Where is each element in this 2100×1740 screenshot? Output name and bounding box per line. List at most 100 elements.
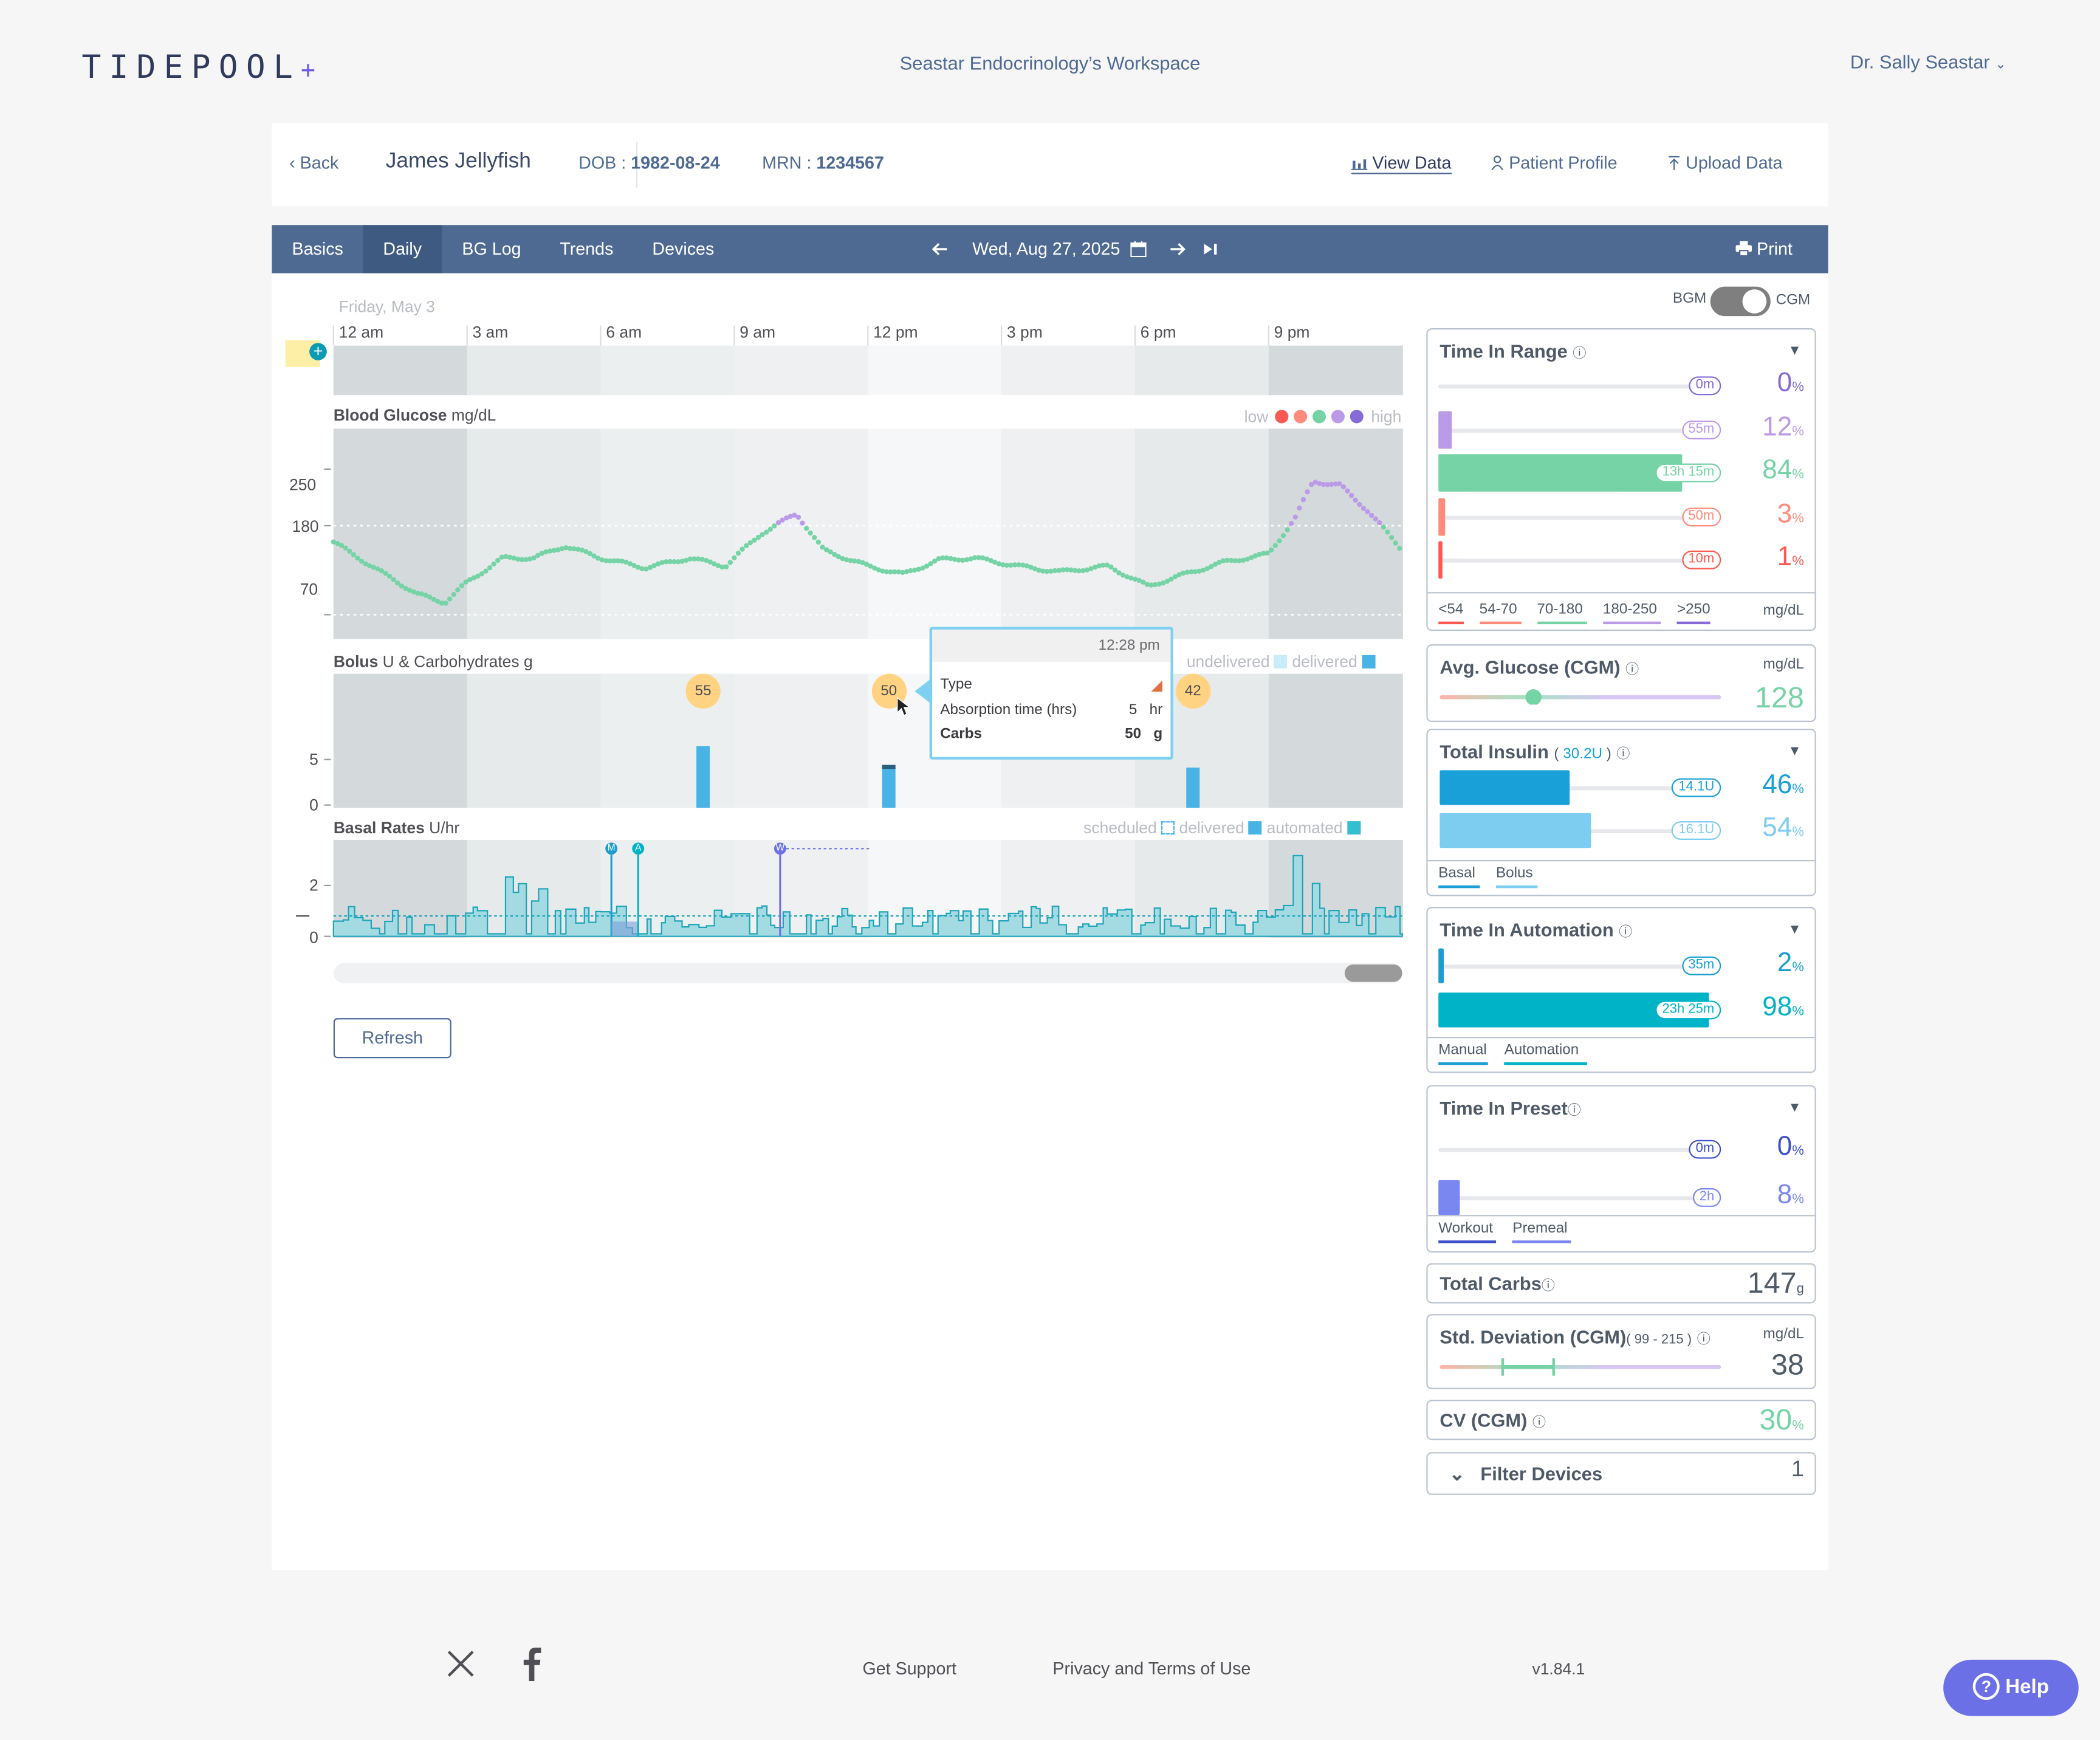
divider: [636, 142, 638, 188]
chevron-down-icon[interactable]: ▾: [1790, 1097, 1799, 1116]
percent-sign: %: [1792, 1005, 1804, 1020]
user-menu[interactable]: Dr. Sally Seastar ⌄: [1850, 51, 2006, 72]
bg-reading: [575, 546, 581, 552]
bg-reading: [1092, 565, 1098, 570]
time-band: [1001, 428, 1136, 639]
percent-value: 0: [1777, 368, 1793, 398]
bg-reading: [1280, 533, 1286, 538]
info-icon[interactable]: ⓘ: [1532, 1415, 1546, 1431]
tab-bg-log[interactable]: BG Log: [462, 238, 521, 259]
bg-reading: [547, 548, 553, 554]
std-unit: mg/dL: [1763, 1326, 1804, 1343]
info-icon[interactable]: ⓘ: [1619, 926, 1633, 941]
card-divider: [1427, 1036, 1815, 1039]
carb-circle[interactable]: 55: [685, 673, 721, 709]
bg-reading: [679, 559, 685, 564]
legend-undelivered: undelivered: [1186, 652, 1270, 672]
duration-pill: 23h 25m: [1655, 1000, 1721, 1020]
legend-dot: [1331, 410, 1345, 424]
bg-reading: [1028, 565, 1034, 570]
bg-reading: [904, 569, 910, 574]
chart-scrollbar[interactable]: [333, 963, 1402, 983]
patient-dob: DOB : 1982-08-24: [578, 153, 720, 173]
carb-circle[interactable]: 42: [1175, 673, 1210, 709]
most-recent-button[interactable]: [1203, 225, 1218, 273]
info-icon[interactable]: ⓘ: [1541, 1279, 1555, 1295]
tidepool-logo[interactable]: TIDEPOOL+: [81, 48, 323, 86]
chevron-down-icon[interactable]: ▾: [1790, 740, 1799, 760]
stat-percent: 1%: [1777, 543, 1804, 574]
bg-reading: [1148, 582, 1154, 588]
facebook-icon[interactable]: [523, 1646, 541, 1682]
bg-reading: [691, 556, 697, 562]
filter-devices[interactable]: ⌄ Filter Devices: [1449, 1463, 1602, 1485]
legend-low: low: [1244, 407, 1269, 426]
x-twitter-icon[interactable]: [446, 1649, 475, 1678]
marker-w[interactable]: W: [774, 842, 786, 855]
absorption-unit: hr: [1149, 701, 1163, 718]
bg-reading: [803, 526, 809, 531]
avg-title: Avg. Glucose (CGM) ⓘ: [1439, 656, 1639, 678]
next-day-button[interactable]: [1169, 225, 1186, 273]
bg-reading: [391, 577, 396, 583]
tab-trends[interactable]: Trends: [560, 238, 614, 259]
info-icon[interactable]: ⓘ: [1697, 1333, 1711, 1348]
basal-tick-2: 2: [309, 876, 318, 895]
privacy-terms-link[interactable]: Privacy and Terms of Use: [1052, 1658, 1251, 1679]
time-in-automation-card: Time In Automation ⓘ ▾ 35m 2% 23h 25m 98% M…: [1426, 907, 1816, 1073]
bg-reading: [1305, 489, 1310, 495]
filter-devices-card[interactable]: ⌄ Filter Devices 1: [1426, 1452, 1816, 1495]
duration-pill: 2h: [1692, 1188, 1721, 1207]
info-icon[interactable]: ⓘ: [1625, 663, 1639, 678]
upload-data-link[interactable]: Upload Data: [1667, 153, 1782, 173]
scrollbar-thumb[interactable]: [1344, 964, 1402, 982]
tab-devices[interactable]: Devices: [652, 238, 715, 259]
percent-value: 98: [1762, 992, 1793, 1022]
bg-reading: [395, 580, 400, 586]
get-support-link[interactable]: Get Support: [862, 1658, 956, 1679]
marker-a[interactable]: A: [632, 842, 645, 855]
bg-reading: [1080, 568, 1086, 574]
bg-reading: [1100, 562, 1106, 568]
bg-reading: [615, 558, 621, 563]
info-icon[interactable]: ⓘ: [1567, 1104, 1581, 1119]
bg-reading: [1172, 574, 1178, 580]
add-note-icon[interactable]: +: [309, 342, 327, 360]
bg-reading: [687, 556, 693, 562]
tir-unit: mg/dL: [1763, 602, 1804, 619]
bg-reading: [1232, 558, 1238, 563]
bg-reading: [483, 568, 489, 574]
printer-icon: [1735, 241, 1752, 257]
bg-reading: [359, 559, 365, 564]
calendar-button[interactable]: [1130, 225, 1147, 273]
back-button[interactable]: ‹ Back: [289, 153, 338, 173]
bg-reading: [1373, 516, 1378, 522]
chevron-down-icon[interactable]: ▾: [1790, 340, 1799, 359]
tab-basics[interactable]: Basics: [292, 238, 343, 259]
marker-m[interactable]: M: [605, 842, 618, 855]
toggle-knob[interactable]: [1742, 289, 1767, 314]
bg-reading: [499, 554, 505, 560]
stat-percent: 84%: [1762, 456, 1804, 487]
patient-profile-link[interactable]: Patient Profile: [1491, 153, 1618, 173]
info-icon[interactable]: ⓘ: [1573, 346, 1587, 362]
prev-day-button[interactable]: [932, 225, 948, 273]
time-band: [868, 345, 1003, 396]
info-icon[interactable]: ⓘ: [1616, 747, 1630, 763]
bg-reading: [1184, 569, 1190, 575]
time-label: 6 am: [606, 323, 642, 342]
bg-reading: [952, 557, 958, 562]
time-in-range-card: Time In Range ⓘ ▾ 0m 0% 55m 12% 13h 15m 84% 50…: [1426, 328, 1816, 631]
bg-reading: [820, 545, 825, 550]
refresh-button[interactable]: Refresh: [333, 1018, 451, 1059]
tab-daily[interactable]: Daily: [363, 225, 442, 273]
marker-span: [611, 921, 639, 937]
chevron-down-icon[interactable]: ▾: [1790, 919, 1799, 938]
bg-reading: [984, 556, 990, 562]
help-button[interactable]: ? Help: [1943, 1659, 2079, 1716]
print-button[interactable]: Print: [1735, 225, 1793, 273]
bg-reading: [1108, 564, 1114, 570]
bg-reading: [1124, 574, 1130, 580]
bg-reading: [1044, 568, 1050, 574]
view-data-link[interactable]: View Data: [1351, 153, 1452, 174]
